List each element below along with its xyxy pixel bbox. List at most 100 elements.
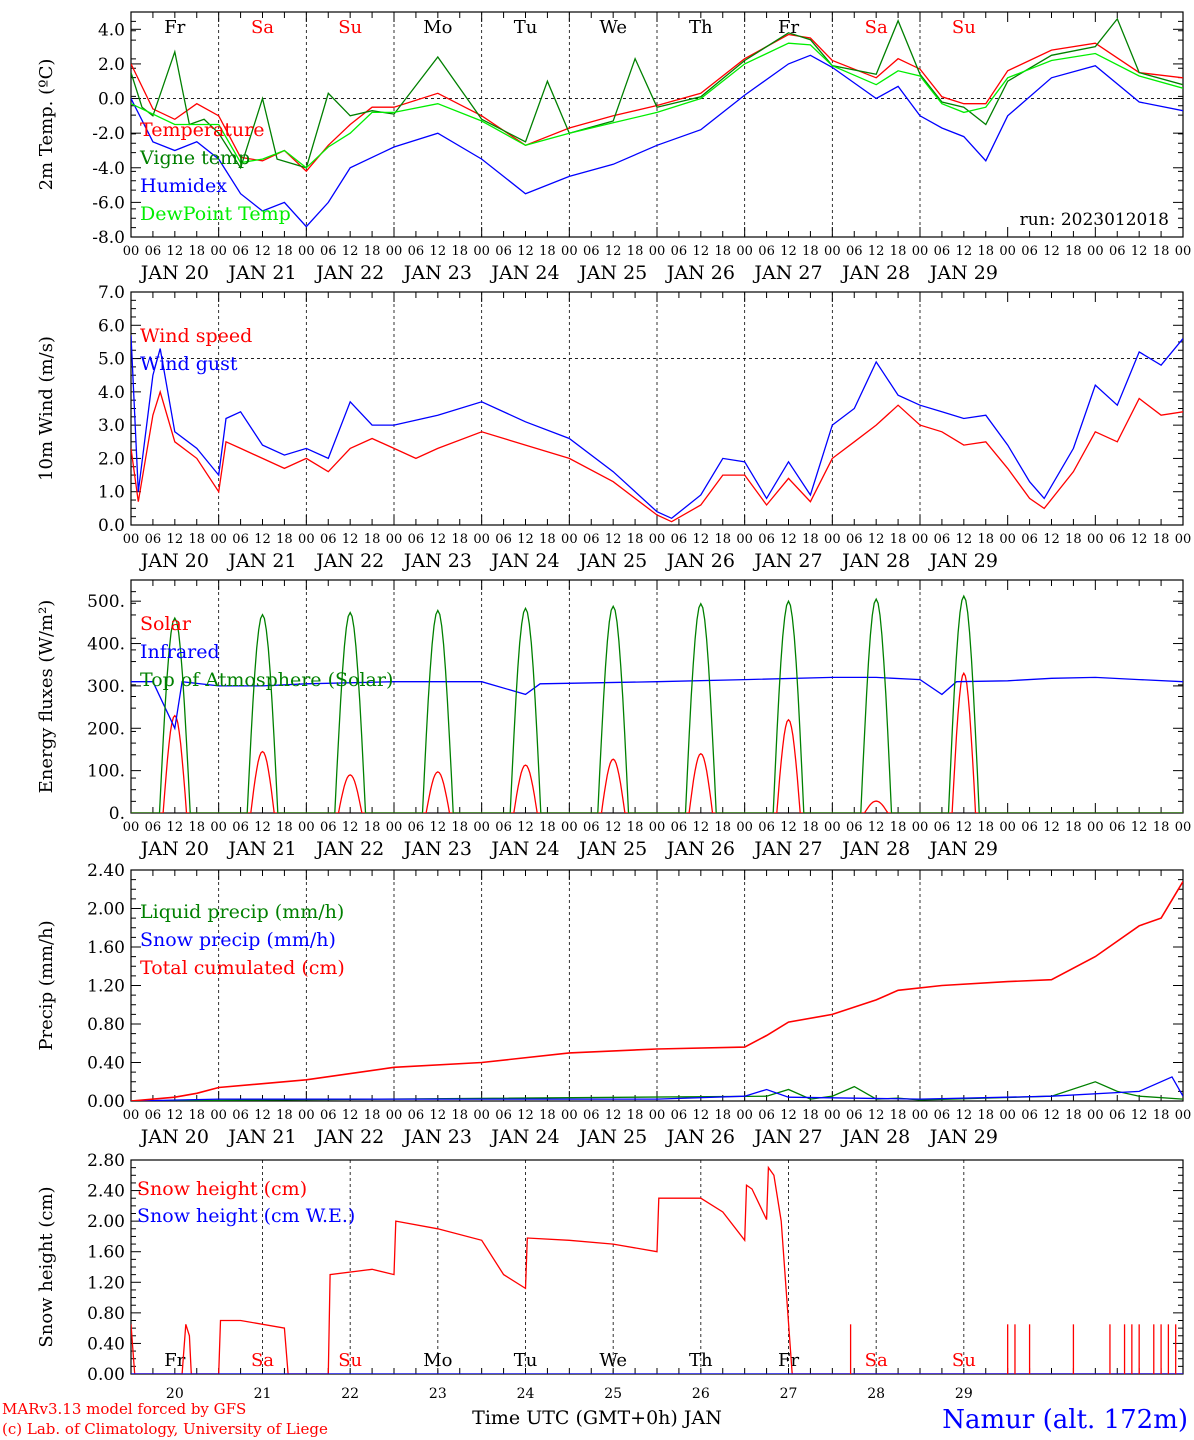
legend-entry: Snow height (cm W.E.) xyxy=(137,1205,355,1227)
series-group xyxy=(131,17,1183,228)
x-hour-label: 12 xyxy=(167,820,184,835)
x-date-label: JAN 22 xyxy=(314,262,384,284)
legend-entry: Vigne temp xyxy=(139,147,250,169)
x-hour-label: 06 xyxy=(145,1108,162,1123)
y-tick-label: 0.00 xyxy=(87,1365,125,1385)
x-date-label: JAN 24 xyxy=(489,1126,559,1148)
x-hour-label: 06 xyxy=(232,1108,249,1123)
x-hour-label: 06 xyxy=(145,820,162,835)
x-hour-label: 06 xyxy=(320,244,337,259)
series-line-dewpoint-temp xyxy=(131,42,1183,169)
x-hour-label: 00 xyxy=(210,1108,227,1123)
x-hour-label: 06 xyxy=(232,820,249,835)
x-hour-label: 06 xyxy=(408,820,425,835)
x-date-label: JAN 23 xyxy=(402,262,472,284)
x-hour-label: 12 xyxy=(254,1108,271,1123)
y-tick-label: 0.40 xyxy=(87,1054,125,1074)
x-hour-label: 12 xyxy=(430,532,447,547)
x-date-label: JAN 26 xyxy=(665,550,735,572)
credit-line-2: (c) Lab. of Climatology, University of L… xyxy=(2,1420,328,1438)
y-tick-label: 0.00 xyxy=(87,1092,125,1112)
x-hour-label: 12 xyxy=(1043,1108,1060,1123)
x-date-label: JAN 25 xyxy=(577,262,647,284)
x-date-label: JAN 21 xyxy=(226,838,296,860)
x-hour-label: 00 xyxy=(386,820,403,835)
x-hour-label: 00 xyxy=(1087,820,1104,835)
x-hour-label: 12 xyxy=(956,532,973,547)
panel-3: 500. 400. 300. 200. 100. 0. Energy fluxes (W/m… xyxy=(36,579,1191,860)
x-hour-label: 18 xyxy=(627,532,644,547)
x-hour-label: 00 xyxy=(999,532,1016,547)
x-hour-label: 00 xyxy=(386,532,403,547)
x-hour-label: 18 xyxy=(539,820,556,835)
x-hour-label: 12 xyxy=(342,1108,359,1123)
x-date-label: JAN 24 xyxy=(489,838,559,860)
x-hour-label: 12 xyxy=(342,820,359,835)
x-date-label: JAN 29 xyxy=(928,262,998,284)
x-date-label: JAN 28 xyxy=(840,1126,910,1148)
x-hour-label: 12 xyxy=(605,244,622,259)
x-hour-label: 12 xyxy=(956,244,973,259)
x-hour-label: 06 xyxy=(758,1108,775,1123)
y-tick-label: 1.20 xyxy=(87,977,125,997)
x-hour-label: 18 xyxy=(188,820,205,835)
x-hour-label: 12 xyxy=(605,532,622,547)
x-hour-label: 18 xyxy=(802,1108,819,1123)
x-date-label: JAN 21 xyxy=(226,550,296,572)
x-hour-label: 06 xyxy=(583,820,600,835)
x-hour-label: 12 xyxy=(1043,244,1060,259)
x-hour-label: 18 xyxy=(1065,532,1082,547)
x-hour-label: 06 xyxy=(934,244,951,259)
x-date-label: JAN 25 xyxy=(577,1126,647,1148)
y-tick-label: -6.0 xyxy=(92,193,125,213)
x-hour-label: 00 xyxy=(210,244,227,259)
day-name-label: Mo xyxy=(423,17,452,38)
x-date-label: JAN 29 xyxy=(928,838,998,860)
y-tick-label: 1.20 xyxy=(87,1273,125,1293)
x-hour-label: 18 xyxy=(890,244,907,259)
x-hour-label: 12 xyxy=(342,532,359,547)
x-hour-label: 18 xyxy=(451,244,468,259)
x-hour-label: 00 xyxy=(561,1108,578,1123)
x-hour-label: 18 xyxy=(451,820,468,835)
x-hour-label: 00 xyxy=(386,244,403,259)
x-date-label: JAN 28 xyxy=(840,838,910,860)
x-hour-label: 12 xyxy=(1131,1108,1148,1123)
x-date-label: JAN 27 xyxy=(752,262,822,284)
x-hour-label: 18 xyxy=(977,820,994,835)
x-hour-label: 12 xyxy=(956,820,973,835)
legend-entry: DewPoint Temp xyxy=(140,203,291,225)
y-axis-label: Snow height (cm) xyxy=(36,1186,57,1347)
x-hour-label: 00 xyxy=(736,1108,753,1123)
x-hour-label: 18 xyxy=(1153,1108,1170,1123)
x-hour-label: 00 xyxy=(649,532,666,547)
y-tick-label: 7.0 xyxy=(98,283,125,303)
y-tick-label: 2.80 xyxy=(87,1151,125,1171)
x-hour-label: 00 xyxy=(649,820,666,835)
panel-2: 7.0 6.0 5.0 4.0 3.0 2.0 1.0 0.0 10m Wind (m/s) 00… xyxy=(36,283,1191,572)
y-tick-label: 500. xyxy=(87,592,125,612)
x-hour-label: 18 xyxy=(977,532,994,547)
x-hour-label: 00 xyxy=(1087,244,1104,259)
x-hour-label: 00 xyxy=(649,1108,666,1123)
x-date-label: JAN 23 xyxy=(402,550,472,572)
x-hour-label: 06 xyxy=(145,532,162,547)
x-hour-label: 12 xyxy=(430,820,447,835)
y-tick-label: 200. xyxy=(87,719,125,739)
legend-entry: Top of Atmosphere (Solar) xyxy=(140,669,393,691)
x-hour-label: 06 xyxy=(1021,244,1038,259)
x-hour-label: 06 xyxy=(495,1108,512,1123)
y-axis-label: Energy fluxes (W/m²) xyxy=(36,600,57,794)
x-hour-label: 00 xyxy=(736,820,753,835)
x-hour-label: 00 xyxy=(824,1108,841,1123)
x-date-label: JAN 22 xyxy=(314,838,384,860)
x-hour-label: 18 xyxy=(539,1108,556,1123)
x-day-number: 25 xyxy=(604,1386,622,1402)
x-date-label: JAN 28 xyxy=(840,262,910,284)
y-tick-label: 2.40 xyxy=(87,1182,125,1202)
series-group xyxy=(131,594,1183,813)
x-hour-label: 12 xyxy=(517,244,534,259)
x-hour-label: 06 xyxy=(583,532,600,547)
x-hour-label: 18 xyxy=(1153,532,1170,547)
